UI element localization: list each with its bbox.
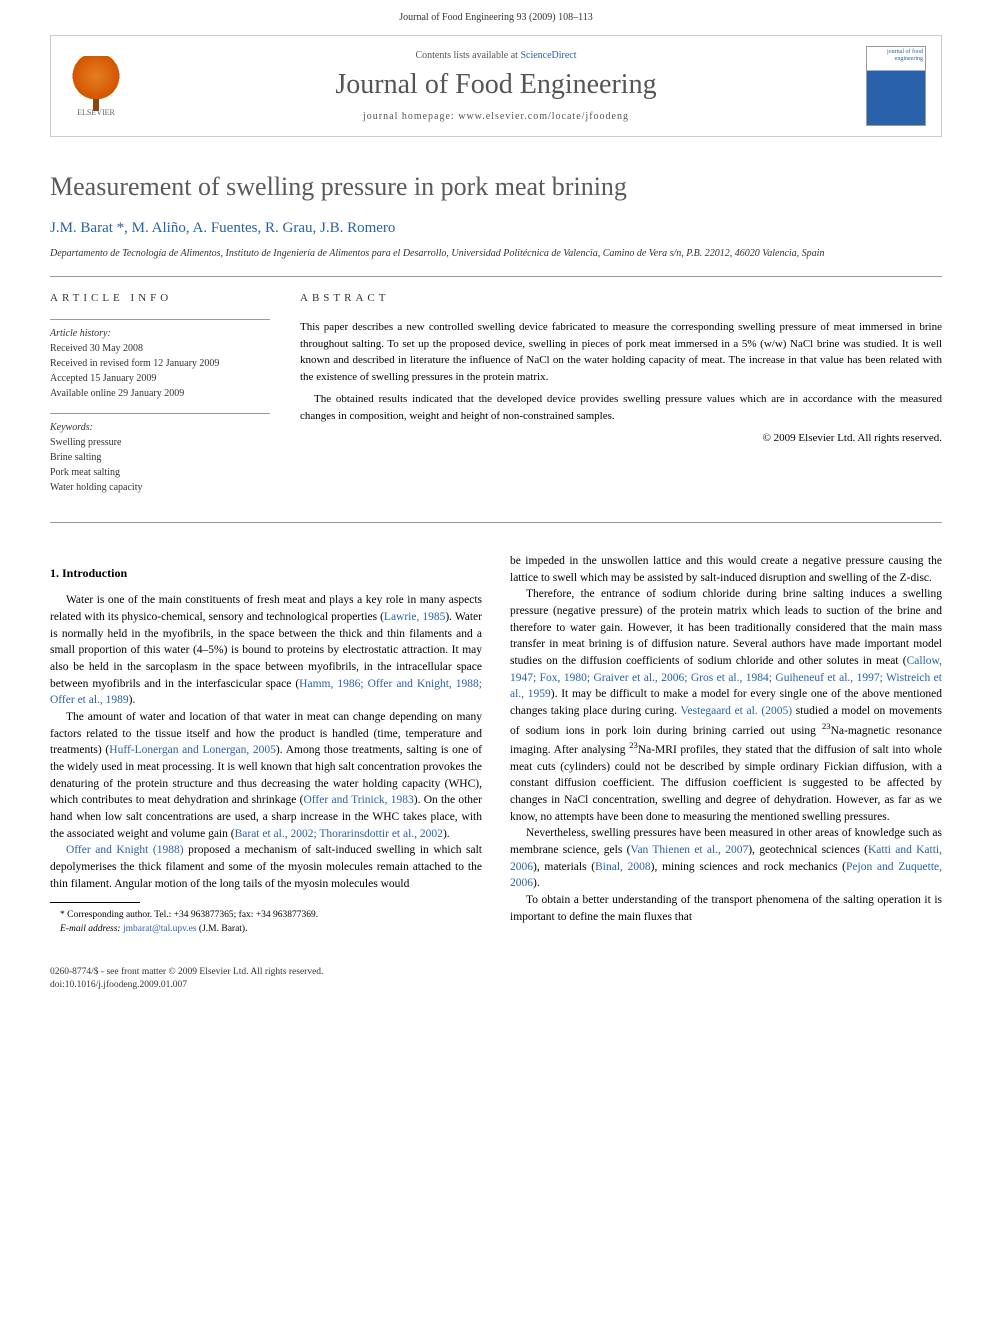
footer-doi: doi:10.1016/j.jfoodeng.2009.01.007 (50, 979, 942, 992)
corresponding-author-footnote: * Corresponding author. Tel.: +34 963877… (50, 909, 482, 922)
title-block: Measurement of swelling pressure in pork… (50, 172, 942, 261)
elsevier-tree-icon (71, 56, 121, 106)
abstract-p1: This paper describes a new controlled sw… (300, 319, 942, 385)
email-footnote: E-mail address: jmbarat@tal.upv.es (J.M.… (50, 923, 482, 936)
journal-name: Journal of Food Engineering (141, 69, 851, 101)
ref-binal[interactable]: Binal, 2008 (595, 861, 651, 873)
ref-vestegaard[interactable]: Vestegaard et al. (2005) (680, 705, 792, 717)
footer-line1: 0260-8774/$ - see front matter © 2009 El… (50, 966, 942, 979)
ref-offer-knight-1988[interactable]: Offer and Knight (1988) (66, 844, 184, 856)
abstract-text: This paper describes a new controlled sw… (300, 319, 942, 447)
body-content: 1. Introduction Water is one of the main… (50, 553, 942, 936)
body-p6: Nevertheless, swelling pressures have be… (510, 825, 942, 892)
body-p3: Offer and Knight (1988) proposed a mecha… (50, 842, 482, 892)
keywords-label: Keywords: (50, 422, 270, 433)
info-abstract-row: ARTICLE INFO Article history: Received 3… (50, 292, 942, 507)
banner-center: Contents lists available at ScienceDirec… (141, 50, 851, 122)
footer: 0260-8774/$ - see front matter © 2009 El… (50, 966, 942, 993)
journal-banner: ELSEVIER Contents lists available at Sci… (50, 35, 942, 137)
ref-huff-lonergan[interactable]: Huff-Lonergan and Lonergan, 2005 (109, 744, 276, 756)
abstract: ABSTRACT This paper describes a new cont… (300, 292, 942, 507)
body-p7: To obtain a better understanding of the … (510, 892, 942, 925)
contents-prefix: Contents lists available at (415, 50, 520, 61)
elsevier-logo: ELSEVIER (66, 51, 126, 121)
abstract-heading: ABSTRACT (300, 292, 942, 304)
body-p1: Water is one of the main constituents of… (50, 592, 482, 709)
history-text: Received 30 May 2008 Received in revised… (50, 341, 270, 401)
body-p5: Therefore, the entrance of sodium chlori… (510, 586, 942, 825)
author-list[interactable]: J.M. Barat *, M. Aliño, A. Fuentes, R. G… (50, 220, 395, 236)
divider-2 (50, 522, 942, 523)
keywords-text: Swelling pressure Brine salting Pork mea… (50, 435, 270, 495)
section-1-heading: 1. Introduction (50, 565, 482, 582)
email-link[interactable]: jmbarat@tal.upv.es (123, 924, 197, 934)
affiliation: Departamento de Tecnología de Alimentos,… (50, 247, 942, 261)
ref-lawrie-1985[interactable]: Lawrie, 1985 (384, 611, 445, 623)
body-p4: be impeded in the unswollen lattice and … (510, 553, 942, 586)
body-p2: The amount of water and location of that… (50, 709, 482, 842)
ref-offer-trinick[interactable]: Offer and Trinick, 1983 (304, 794, 414, 806)
history-block: Article history: Received 30 May 2008 Re… (50, 319, 270, 401)
history-label: Article history: (50, 328, 270, 339)
abstract-copyright: © 2009 Elsevier Ltd. All rights reserved… (300, 430, 942, 447)
cover-text: journal of food engineering (867, 49, 923, 62)
keywords-block: Keywords: Swelling pressure Brine saltin… (50, 413, 270, 495)
abstract-p2: The obtained results indicated that the … (300, 391, 942, 424)
ref-barat-thorarins[interactable]: Barat et al., 2002; Thorarinsdottir et a… (235, 828, 443, 840)
homepage-url[interactable]: www.elsevier.com/locate/jfoodeng (458, 111, 629, 122)
homepage-line: journal homepage: www.elsevier.com/locat… (141, 111, 851, 122)
article-title: Measurement of swelling pressure in pork… (50, 172, 942, 202)
journal-cover-thumbnail: journal of food engineering (866, 46, 926, 126)
authors: J.M. Barat *, M. Aliño, A. Fuentes, R. G… (50, 220, 942, 237)
running-header: Journal of Food Engineering 93 (2009) 10… (0, 0, 992, 35)
sciencedirect-link[interactable]: ScienceDirect (520, 50, 576, 61)
contents-available-line: Contents lists available at ScienceDirec… (141, 50, 851, 61)
footnote-divider (50, 902, 140, 903)
article-info: ARTICLE INFO Article history: Received 3… (50, 292, 270, 507)
article-info-heading: ARTICLE INFO (50, 292, 270, 304)
ref-van-thienen[interactable]: Van Thienen et al., 2007 (630, 844, 748, 856)
divider (50, 276, 942, 277)
homepage-prefix: journal homepage: (363, 111, 458, 122)
